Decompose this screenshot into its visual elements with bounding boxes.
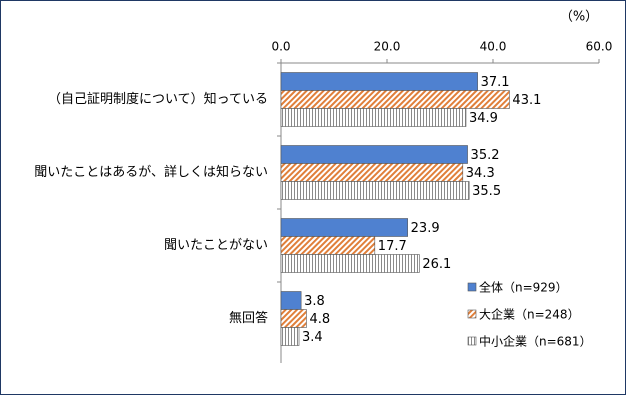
value-label: 34.9 <box>469 111 498 126</box>
value-label: 3.4 <box>302 330 323 345</box>
value-label: 17.7 <box>378 239 407 254</box>
x-tick-label: 60.0 <box>586 40 613 54</box>
value-label: 35.5 <box>472 184 501 199</box>
value-label: 26.1 <box>422 257 451 272</box>
legend-swatch <box>467 282 477 292</box>
bar <box>280 108 467 127</box>
legend-swatch <box>467 309 477 319</box>
bar <box>280 236 376 255</box>
legend-swatch <box>467 336 477 346</box>
x-tick-label: 20.0 <box>374 40 401 54</box>
value-label: 4.8 <box>309 312 330 327</box>
unit-label: （%） <box>560 10 598 25</box>
y-tick-label: （自己証明制度について）知っている <box>48 91 268 107</box>
y-tick-label: 聞いたことはあるが、詳しくは知らない <box>34 164 268 180</box>
bar <box>280 181 470 200</box>
bar <box>280 90 510 109</box>
legend-label: 大企業（n=248） <box>479 307 580 322</box>
value-label: 43.1 <box>512 93 541 108</box>
y-tick-label: 聞いたことがない <box>164 238 268 253</box>
bar <box>280 309 307 328</box>
x-tick-label: 40.0 <box>480 40 507 54</box>
value-label: 23.9 <box>411 221 440 236</box>
bar <box>280 145 468 164</box>
value-label: 37.1 <box>481 75 510 90</box>
bar <box>280 163 464 182</box>
bar <box>280 327 300 346</box>
bar <box>280 291 302 310</box>
value-label: 34.3 <box>466 166 495 181</box>
x-tick-label: 0.0 <box>271 40 290 54</box>
legend-label: 中小企業（n=681） <box>479 334 592 349</box>
bar <box>280 72 478 91</box>
y-tick-label: 無回答 <box>229 310 268 326</box>
bar <box>280 218 408 237</box>
bar <box>280 254 420 273</box>
value-label: 35.2 <box>471 148 500 163</box>
value-label: 3.8 <box>304 294 325 309</box>
legend-label: 全体（n=929） <box>479 280 568 295</box>
